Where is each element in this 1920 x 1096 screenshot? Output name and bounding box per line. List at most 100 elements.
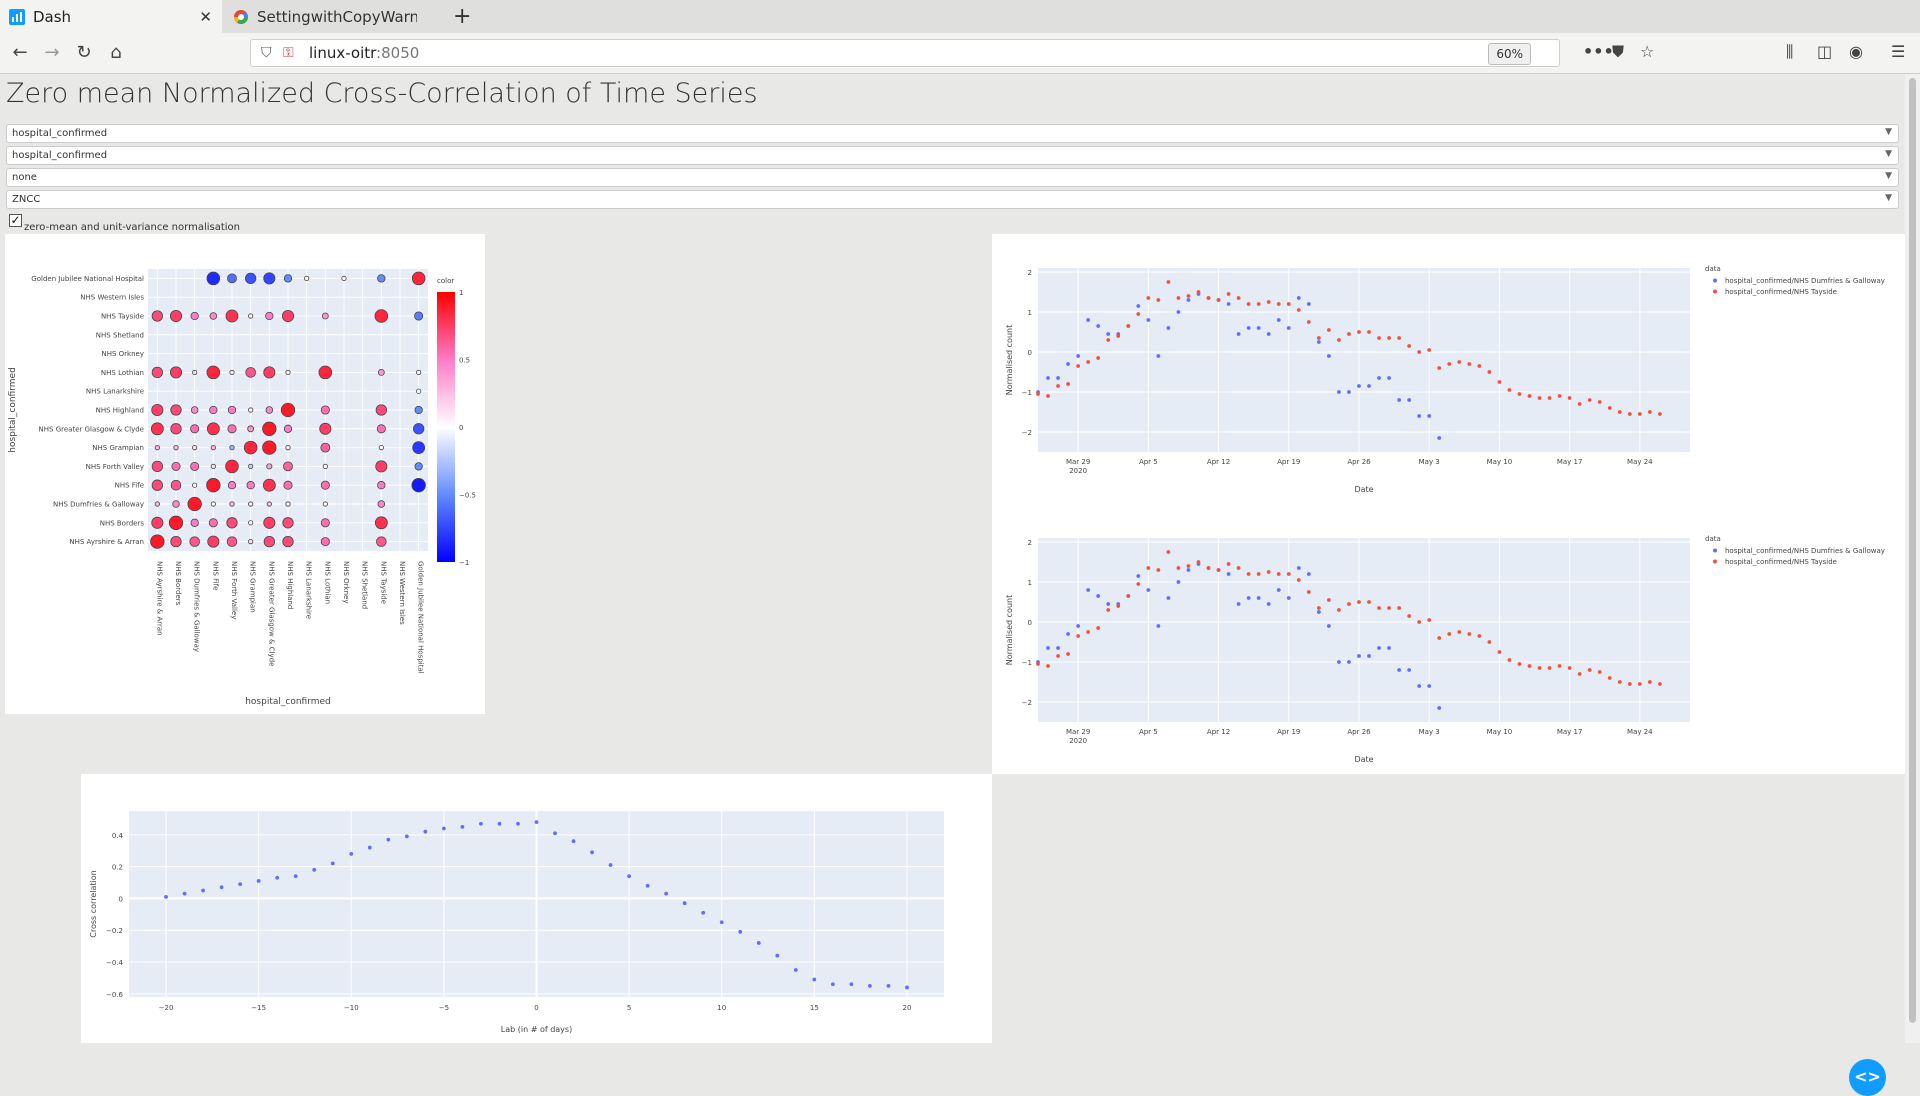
- page-title: Zero mean Normalized Cross-Correlation o…: [6, 78, 758, 109]
- y-tick-label: 0: [1028, 619, 1032, 627]
- data-point: [1637, 682, 1642, 686]
- zoom-level[interactable]: 60%: [1488, 43, 1531, 65]
- home-button[interactable]: ⌂: [110, 42, 122, 63]
- x-tick-label: −5: [439, 1004, 449, 1012]
- new-tab-button[interactable]: +: [453, 4, 472, 29]
- library-icon[interactable]: ⫼: [1786, 42, 1794, 61]
- correlation-bubble: [411, 271, 426, 286]
- y-tick-label: NHS Ayrshire & Arran: [69, 538, 144, 546]
- data-point: [812, 977, 817, 982]
- tab-settingwithcopywarning[interactable]: SettingwithCopyWarning: [224, 0, 446, 33]
- data-point: [1246, 302, 1251, 306]
- data-point: [1377, 606, 1381, 610]
- x-tick-label: −10: [344, 1004, 359, 1012]
- y-tick-label: NHS Forth Valley: [86, 463, 144, 471]
- chevron-down-icon[interactable]: ▼: [1885, 149, 1892, 159]
- correlation-bubble: [173, 445, 179, 451]
- y-tick-label: NHS Highland: [96, 407, 144, 415]
- data-point: [1377, 336, 1381, 340]
- data-point: [1096, 594, 1101, 598]
- data-point: [1567, 396, 1572, 400]
- data-point: [1507, 658, 1512, 662]
- chevron-down-icon[interactable]: ▼: [1885, 127, 1892, 137]
- data-point: [1256, 326, 1261, 330]
- data-point: [1326, 624, 1331, 628]
- url-bar[interactable]: ⛉ ⚿ linux-oitr:8050 60%: [250, 39, 1560, 67]
- data-point: [1296, 566, 1301, 570]
- correlation-bubble: [192, 369, 198, 375]
- correlation-bubble: [170, 479, 182, 491]
- tab-bar: Dash ✕ SettingwithCopyWarning +: [0, 0, 1920, 34]
- page-scrollbar-thumb[interactable]: [1909, 78, 1916, 1023]
- y-tick-label: NHS Lothian: [101, 369, 144, 377]
- data-point: [645, 883, 650, 888]
- data-point: [423, 829, 428, 834]
- shield-icon[interactable]: ⛉: [261, 45, 272, 61]
- dropdown-series-2[interactable]: hospital_confirmed ▼: [6, 146, 1899, 165]
- correlation-bubble: [377, 274, 386, 283]
- dropdown-value: none: [12, 172, 37, 183]
- correlation-bubble: [246, 481, 255, 490]
- data-point: [719, 920, 724, 925]
- data-point: [1627, 412, 1632, 416]
- tab-title: Dash: [33, 7, 72, 26]
- y-tick-label: 1: [1028, 579, 1032, 587]
- legend-marker: [1713, 559, 1717, 564]
- data-point: [1306, 572, 1311, 576]
- data-point: [775, 953, 780, 958]
- correlation-bubble: [262, 478, 276, 492]
- chevron-down-icon[interactable]: ▼: [1885, 193, 1892, 203]
- data-point: [441, 826, 446, 831]
- data-point: [1417, 414, 1422, 418]
- data-point: [1627, 682, 1632, 686]
- x-tick-label: NHS Tayside: [379, 561, 387, 604]
- tab-dash[interactable]: Dash ✕: [0, 0, 222, 33]
- account-icon[interactable]: ◉: [1849, 42, 1863, 61]
- legend-label: hospital_confirmed/NHS Dumfries & Gallow…: [1725, 277, 1885, 285]
- dropdown-method[interactable]: ZNCC ▼: [6, 190, 1899, 209]
- data-point: [1557, 664, 1562, 668]
- correlation-bubble: [169, 309, 183, 323]
- dropdown-series-1[interactable]: hospital_confirmed ▼: [6, 124, 1899, 143]
- x-tick-label: May 10: [1487, 728, 1513, 736]
- data-point: [1357, 654, 1361, 658]
- back-button[interactable]: ←: [12, 42, 28, 63]
- y-axis-title: hospital_confirmed: [8, 367, 18, 453]
- cross-correlation-chart[interactable]: 0.4 0.2 0 −0.2 −0.4 −0.6 −20 −15 −10 −5 0 5 10 15 20 La…: [81, 774, 992, 1043]
- data-point: [1156, 568, 1161, 572]
- pocket-icon[interactable]: ⛊: [1612, 42, 1625, 61]
- page-actions-icon[interactable]: •••: [1583, 42, 1614, 61]
- correlation-bubble: [262, 421, 277, 436]
- correlation-matrix-chart[interactable]: NHS Ayrshire & Arran NHS Borders NHS Dumfr…: [5, 234, 485, 714]
- data-point: [404, 834, 409, 839]
- dropdown-transform[interactable]: none ▼: [6, 168, 1899, 187]
- data-point: [1276, 588, 1281, 592]
- data-point: [1146, 296, 1151, 300]
- data-point: [1557, 394, 1562, 398]
- bookmark-star-icon[interactable]: ☆: [1640, 42, 1655, 61]
- forward-button[interactable]: →: [44, 42, 60, 63]
- correlation-bubble: [209, 312, 218, 320]
- chevron-down-icon[interactable]: ▼: [1885, 171, 1892, 181]
- reload-button[interactable]: ↻: [76, 42, 92, 63]
- correlation-bubble: [192, 482, 198, 488]
- normalisation-checkbox[interactable]: ✓: [9, 213, 22, 227]
- x-tick-label: May 3: [1419, 728, 1440, 736]
- data-point: [1276, 318, 1281, 322]
- insecure-lock-icon[interactable]: ⚿: [283, 45, 294, 61]
- sidebar-icon[interactable]: ◫: [1817, 42, 1833, 61]
- close-tab-icon[interactable]: ✕: [199, 8, 212, 26]
- x-tick-label: May 3: [1419, 458, 1440, 466]
- correlation-bubble: [248, 313, 254, 319]
- data-point: [1246, 572, 1251, 576]
- data-point: [1326, 328, 1331, 332]
- menu-icon[interactable]: ☰: [1891, 42, 1906, 61]
- correlation-bubble: [322, 463, 328, 469]
- dash-debug-menu-button[interactable]: <>: [1849, 1059, 1886, 1096]
- tab-title: SettingwithCopyWarning: [257, 7, 417, 26]
- data-point: [1547, 666, 1552, 670]
- data-point: [1427, 684, 1432, 688]
- y-tick-label: NHS Tayside: [101, 313, 144, 321]
